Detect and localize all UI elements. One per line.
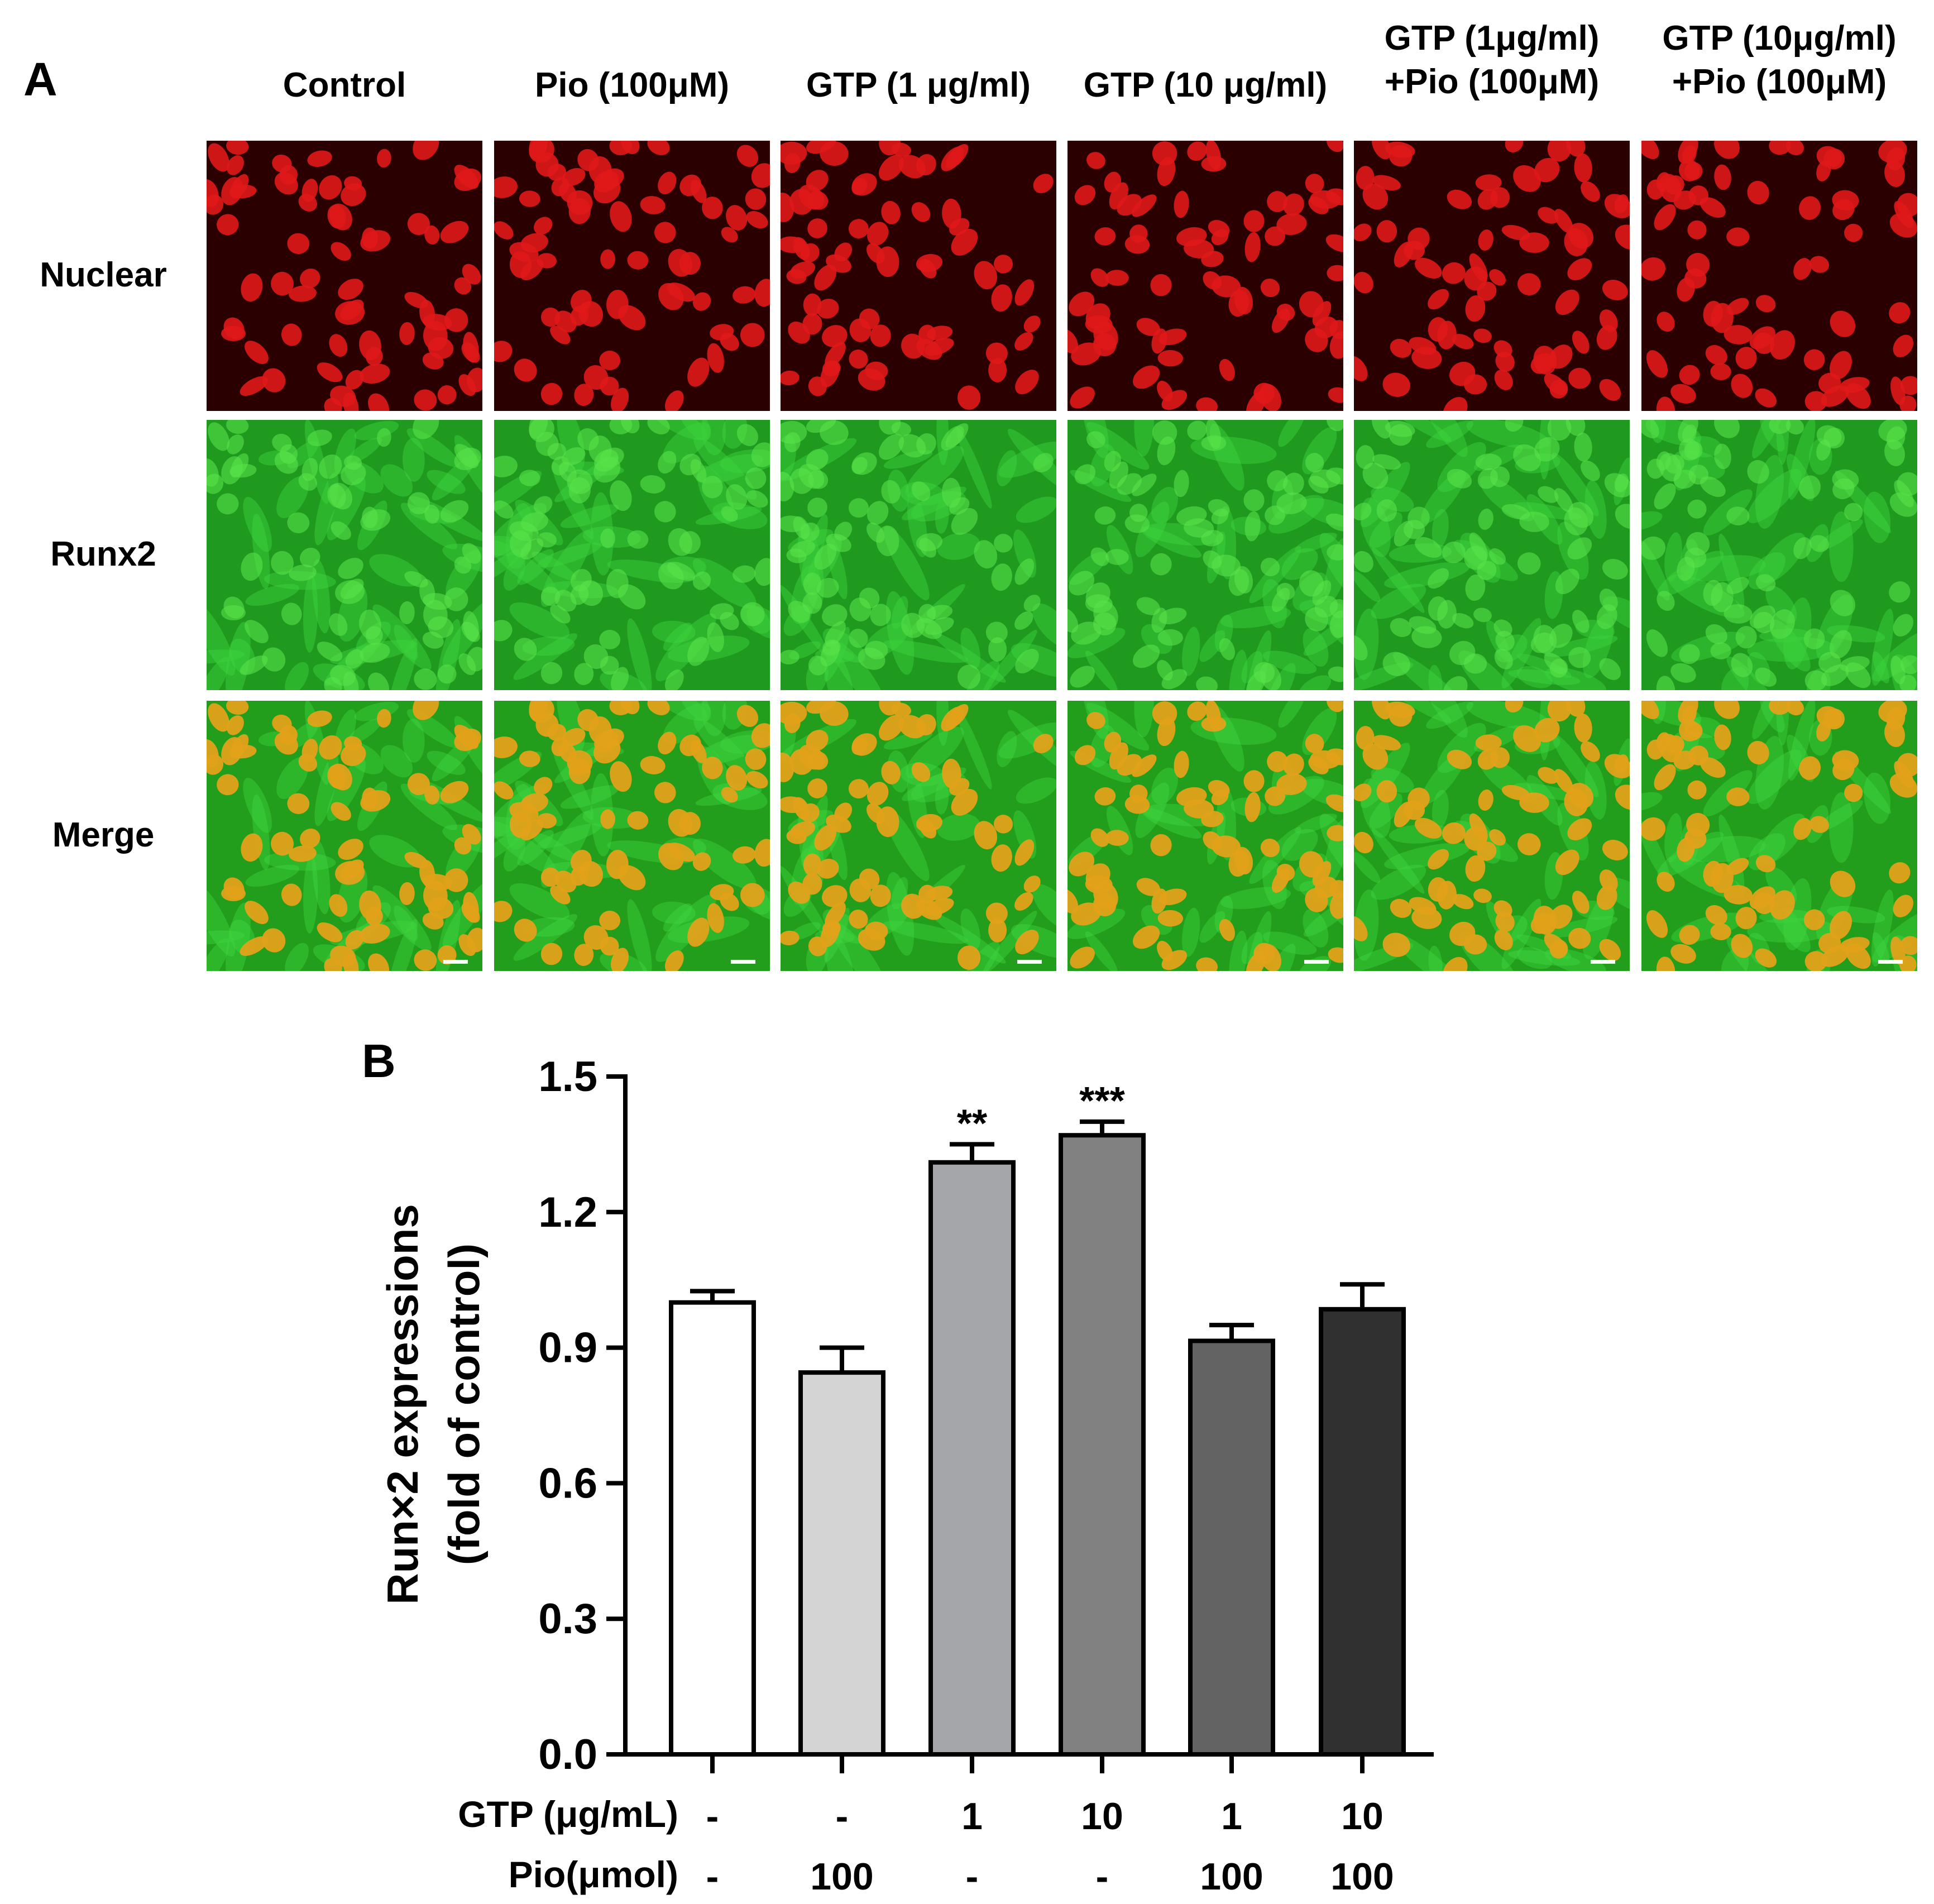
y-tick-label: 1.2	[538, 1189, 597, 1236]
column-header-line: GTP (10μg/ml)	[1662, 19, 1897, 58]
treatment-value: -	[966, 1855, 979, 1898]
micrograph-merge	[781, 701, 1056, 971]
treatment-value: 1	[961, 1795, 983, 1838]
column-header: GTP (1μg/ml) +Pio (100μM)	[1352, 17, 1631, 103]
scale-bar	[1017, 960, 1042, 964]
treatment-value: -	[706, 1855, 719, 1898]
scale-bar	[731, 960, 755, 964]
micrograph-red	[494, 141, 770, 411]
y-axis-label: Run×2 expressions	[378, 1204, 427, 1604]
treatment-value: -	[1096, 1855, 1109, 1898]
treatment-value: 1	[1221, 1795, 1242, 1838]
row-label: Runx2	[50, 535, 156, 573]
treatment-value: 10	[1081, 1795, 1123, 1838]
column-header: GTP (10 μg/ml)	[1066, 64, 1345, 107]
treatment-value: -	[836, 1795, 849, 1838]
treatment-value: 100	[1330, 1855, 1394, 1898]
micrograph-merge	[1354, 701, 1630, 971]
micrograph-green	[494, 420, 770, 690]
runx2-bar-chart: 0.0 0.3 0.6 0.9 1.2 1.5 Run×2 expressions (fold…	[378, 1053, 1434, 1898]
column-header-line: Control	[283, 66, 406, 104]
column-header-line: GTP (1 μg/ml)	[806, 66, 1031, 104]
y-tick-label: 0.0	[538, 1731, 597, 1778]
y-axis-label: (fold of control)	[439, 1243, 489, 1565]
column-header-line: Pio (100μM)	[535, 66, 729, 104]
micrograph-green	[207, 420, 482, 690]
y-tick-label: 0.9	[538, 1324, 597, 1372]
y-tick-label: 0.3	[538, 1595, 597, 1643]
bar	[928, 1160, 1016, 1757]
treatment-value: -	[706, 1795, 719, 1838]
treatment-value: 10	[1341, 1795, 1384, 1838]
scale-bar	[1878, 960, 1903, 964]
y-tick-label: 1.5	[538, 1053, 597, 1101]
scale-bar	[443, 960, 468, 964]
bar	[669, 1300, 756, 1757]
treatment-value: 100	[810, 1855, 873, 1898]
bar	[1059, 1133, 1146, 1757]
treatment-row-label: GTP (μg/mL)	[458, 1793, 678, 1835]
row-label: Nuclear	[40, 256, 167, 294]
column-header: GTP (10μg/ml) +Pio (100μM)	[1640, 17, 1919, 103]
bar	[798, 1370, 885, 1757]
treatment-row-label: Pio(μmol)	[509, 1854, 678, 1895]
micrograph-green	[1067, 420, 1343, 690]
column-header: GTP (1 μg/ml)	[779, 64, 1058, 107]
micrograph-red	[1641, 141, 1917, 411]
micrograph-red	[1354, 141, 1630, 411]
micrograph-red	[1067, 141, 1343, 411]
micrograph-green	[1354, 420, 1630, 690]
bar	[1188, 1338, 1275, 1757]
micrograph-green	[781, 420, 1056, 690]
micrograph-merge	[494, 701, 770, 971]
column-header: Pio (100μM)	[492, 64, 772, 107]
micrograph-green	[1641, 420, 1917, 690]
micrograph-merge	[1067, 701, 1343, 971]
column-header-line: GTP (1μg/ml)	[1384, 19, 1600, 58]
row-label: Merge	[52, 816, 155, 854]
column-header-line: GTP (10 μg/ml)	[1083, 66, 1328, 104]
micrograph-red	[207, 141, 482, 411]
significance-label: ***	[1079, 1079, 1125, 1122]
column-header-line: +Pio (100μM)	[1672, 62, 1887, 101]
panel-a-letter: A	[23, 53, 58, 106]
micrograph-merge	[1641, 701, 1917, 971]
significance-label: **	[957, 1101, 988, 1145]
micrograph-merge	[207, 701, 482, 971]
column-header-line: +Pio (100μM)	[1384, 62, 1600, 101]
y-tick-label: 0.6	[538, 1460, 597, 1507]
treatment-value: 100	[1200, 1855, 1263, 1898]
column-header: Control	[205, 64, 484, 107]
scale-bar	[1304, 960, 1329, 964]
micrograph-red	[781, 141, 1056, 411]
panel-b-letter: B	[362, 1035, 396, 1087]
scale-bar	[1591, 960, 1615, 964]
bar	[1319, 1307, 1406, 1757]
